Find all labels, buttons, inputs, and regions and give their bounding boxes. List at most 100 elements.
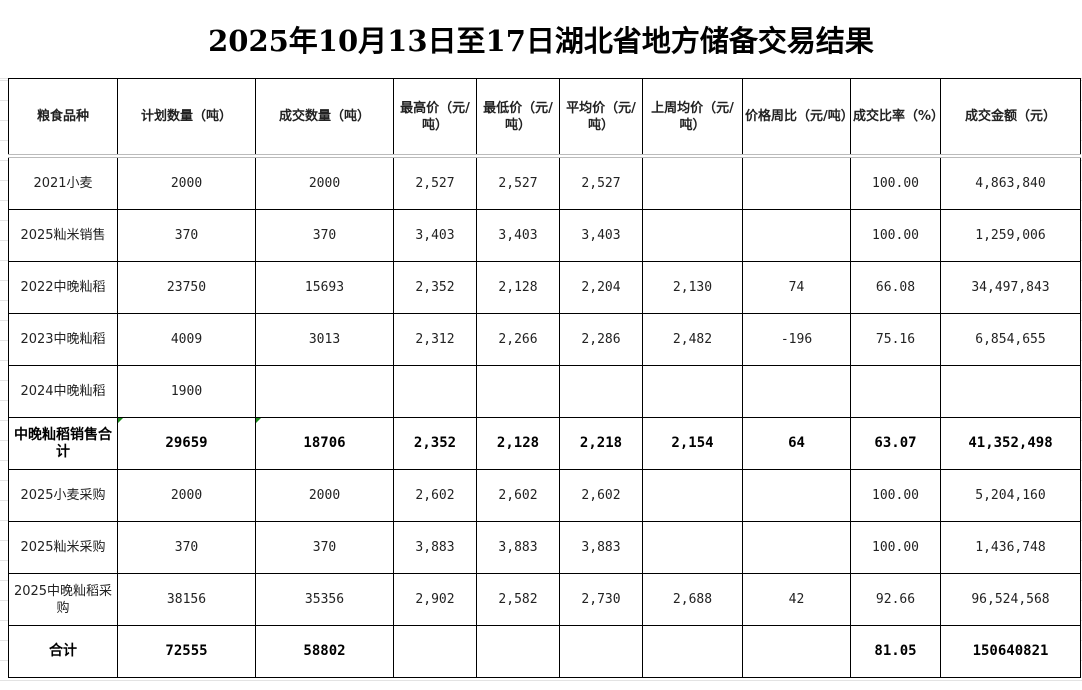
table-cell[interactable] (742, 521, 851, 574)
table-cell[interactable]: 42 (742, 573, 851, 626)
column-header[interactable]: 成交比率（%） (850, 78, 944, 158)
table-cell[interactable]: 2,218 (559, 417, 643, 470)
column-header[interactable]: 最低价（元/吨） (476, 78, 560, 158)
table-cell[interactable] (642, 469, 743, 522)
table-cell[interactable] (742, 155, 851, 210)
table-cell[interactable] (642, 625, 743, 678)
table-cell[interactable]: 2,902 (393, 573, 477, 626)
table-cell[interactable]: 100.00 (850, 521, 941, 574)
table-cell[interactable]: 81.05 (850, 625, 941, 678)
table-cell[interactable] (476, 625, 560, 678)
grain-variety-cell[interactable]: 2024中晚籼稻 (8, 365, 118, 418)
table-cell[interactable]: 100.00 (850, 155, 941, 210)
table-cell[interactable]: 1,436,748 (940, 521, 1081, 574)
column-header[interactable]: 成交数量（吨） (255, 78, 394, 158)
table-cell[interactable]: 2000 (255, 469, 394, 522)
table-cell[interactable]: 5,204,160 (940, 469, 1081, 522)
table-cell[interactable]: 15693 (255, 261, 394, 314)
table-cell[interactable]: 58802 (255, 625, 394, 678)
table-cell[interactable]: 100.00 (850, 469, 941, 522)
table-cell[interactable]: 29659 (117, 417, 256, 470)
table-cell[interactable]: 34,497,843 (940, 261, 1081, 314)
table-cell[interactable]: 1900 (117, 365, 256, 418)
table-cell[interactable]: 150640821 (940, 625, 1081, 678)
column-header[interactable]: 上周均价（元/吨） (642, 78, 743, 158)
table-cell[interactable] (642, 209, 743, 262)
grain-variety-cell[interactable]: 2022中晚籼稻 (8, 261, 118, 314)
table-cell[interactable]: 3,403 (393, 209, 477, 262)
column-header[interactable]: 价格周比（元/吨） (742, 78, 854, 158)
table-cell[interactable] (559, 365, 643, 418)
table-cell[interactable] (393, 625, 477, 678)
table-cell[interactable]: 2000 (255, 155, 394, 210)
table-cell[interactable]: 35356 (255, 573, 394, 626)
table-cell[interactable]: 2,286 (559, 313, 643, 366)
table-cell[interactable]: 38156 (117, 573, 256, 626)
table-cell[interactable] (940, 365, 1081, 418)
table-cell[interactable]: 23750 (117, 261, 256, 314)
table-cell[interactable]: 2000 (117, 469, 256, 522)
table-cell[interactable]: 63.07 (850, 417, 941, 470)
table-cell[interactable]: 2,527 (393, 155, 477, 210)
table-cell[interactable]: 66.08 (850, 261, 941, 314)
table-cell[interactable]: 2,482 (642, 313, 743, 366)
table-cell[interactable]: 2,130 (642, 261, 743, 314)
table-cell[interactable]: 370 (255, 209, 394, 262)
table-cell[interactable]: 2,527 (559, 155, 643, 210)
table-cell[interactable]: 6,854,655 (940, 313, 1081, 366)
table-cell[interactable] (742, 209, 851, 262)
table-cell[interactable]: 2,352 (393, 261, 477, 314)
table-cell[interactable]: 2,602 (476, 469, 560, 522)
table-cell[interactable]: 370 (117, 521, 256, 574)
table-cell[interactable]: 370 (117, 209, 256, 262)
table-cell[interactable]: 2,688 (642, 573, 743, 626)
column-header[interactable]: 最高价（元/吨） (393, 78, 477, 158)
table-cell[interactable]: 3,883 (559, 521, 643, 574)
table-cell[interactable] (742, 365, 851, 418)
column-header[interactable]: 计划数量（吨） (117, 78, 256, 158)
table-cell[interactable] (642, 521, 743, 574)
table-cell[interactable]: 18706 (255, 417, 394, 470)
table-cell[interactable]: 2,582 (476, 573, 560, 626)
grain-variety-cell[interactable]: 2025小麦采购 (8, 469, 118, 522)
table-cell[interactable]: 2,266 (476, 313, 560, 366)
table-cell[interactable]: 2,352 (393, 417, 477, 470)
table-cell[interactable] (559, 625, 643, 678)
table-cell[interactable]: 3,883 (393, 521, 477, 574)
grain-variety-cell[interactable]: 中晚籼稻销售合计 (8, 417, 118, 470)
table-cell[interactable]: 64 (742, 417, 851, 470)
grain-variety-cell[interactable]: 2025籼米销售 (8, 209, 118, 262)
table-cell[interactable]: 3,403 (559, 209, 643, 262)
column-header[interactable]: 粮食品种 (8, 78, 118, 158)
grain-variety-cell[interactable]: 合计 (8, 625, 118, 678)
table-cell[interactable]: 2,128 (476, 417, 560, 470)
table-cell[interactable]: 2,527 (476, 155, 560, 210)
table-cell[interactable]: 96,524,568 (940, 573, 1081, 626)
table-cell[interactable]: 4009 (117, 313, 256, 366)
table-cell[interactable]: 2,204 (559, 261, 643, 314)
table-cell[interactable] (476, 365, 560, 418)
column-header[interactable]: 成交金额（元） (940, 78, 1081, 158)
table-cell[interactable]: 74 (742, 261, 851, 314)
table-cell[interactable]: 3,883 (476, 521, 560, 574)
table-cell[interactable]: 3013 (255, 313, 394, 366)
grain-variety-cell[interactable]: 2025籼米采购 (8, 521, 118, 574)
table-cell[interactable]: 2,154 (642, 417, 743, 470)
table-cell[interactable] (742, 469, 851, 522)
table-cell[interactable]: 3,403 (476, 209, 560, 262)
table-cell[interactable]: 2000 (117, 155, 256, 210)
table-cell[interactable]: 72555 (117, 625, 256, 678)
grain-variety-cell[interactable]: 2025中晚籼稻采购 (8, 573, 118, 626)
table-cell[interactable]: 4,863,840 (940, 155, 1081, 210)
table-cell[interactable] (850, 365, 941, 418)
grain-variety-cell[interactable]: 2023中晚籼稻 (8, 313, 118, 366)
table-cell[interactable]: 2,312 (393, 313, 477, 366)
table-cell[interactable] (393, 365, 477, 418)
column-header[interactable]: 平均价（元/吨） (559, 78, 643, 158)
table-cell[interactable]: 100.00 (850, 209, 941, 262)
table-cell[interactable]: 92.66 (850, 573, 941, 626)
table-cell[interactable]: 370 (255, 521, 394, 574)
table-cell[interactable] (742, 625, 851, 678)
table-cell[interactable]: 41,352,498 (940, 417, 1081, 470)
grain-variety-cell[interactable]: 2021小麦 (8, 155, 118, 210)
